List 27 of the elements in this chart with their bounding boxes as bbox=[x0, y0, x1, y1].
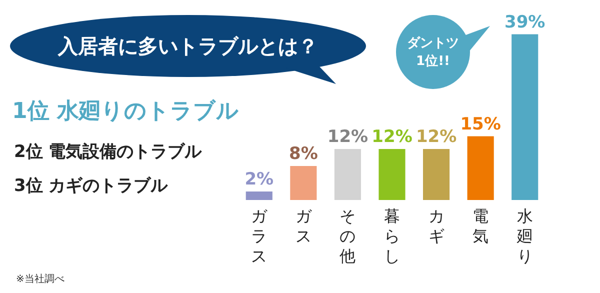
bar bbox=[378, 149, 406, 200]
data-label: 39% bbox=[504, 12, 546, 32]
x-tick-label: その他 bbox=[340, 206, 356, 266]
bar bbox=[246, 192, 272, 200]
bar bbox=[423, 149, 450, 200]
x-tick-label: 電気 bbox=[472, 206, 489, 246]
annotation: 1位 水廻りのトラブル bbox=[12, 98, 239, 126]
text: ※当社調べ bbox=[16, 272, 64, 286]
x-tick-label: 暮らし bbox=[384, 206, 400, 266]
x-tick-label: ガラス bbox=[251, 206, 268, 266]
bar bbox=[467, 136, 494, 200]
bar bbox=[334, 149, 361, 200]
bar bbox=[290, 166, 317, 200]
data-label: 8% bbox=[288, 144, 318, 164]
annotation: ダントツ1位!! bbox=[395, 14, 471, 90]
data-label: 12% bbox=[416, 127, 457, 147]
bar bbox=[512, 34, 538, 200]
data-label: 2% bbox=[244, 170, 274, 190]
x-tick-label: ガス bbox=[295, 206, 312, 246]
text: 3位 カギのトラブル bbox=[14, 175, 168, 197]
data-label: 12% bbox=[327, 127, 368, 147]
data-label: 12% bbox=[372, 127, 412, 147]
x-tick-label: 水廻り bbox=[516, 206, 533, 266]
text: 2位 電気設備のトラブル bbox=[14, 141, 202, 163]
data-label: 15% bbox=[460, 114, 501, 134]
x-tick-label: カギ bbox=[428, 206, 444, 246]
chart-title: 入居者に多いトラブルとは？ bbox=[8, 16, 368, 76]
